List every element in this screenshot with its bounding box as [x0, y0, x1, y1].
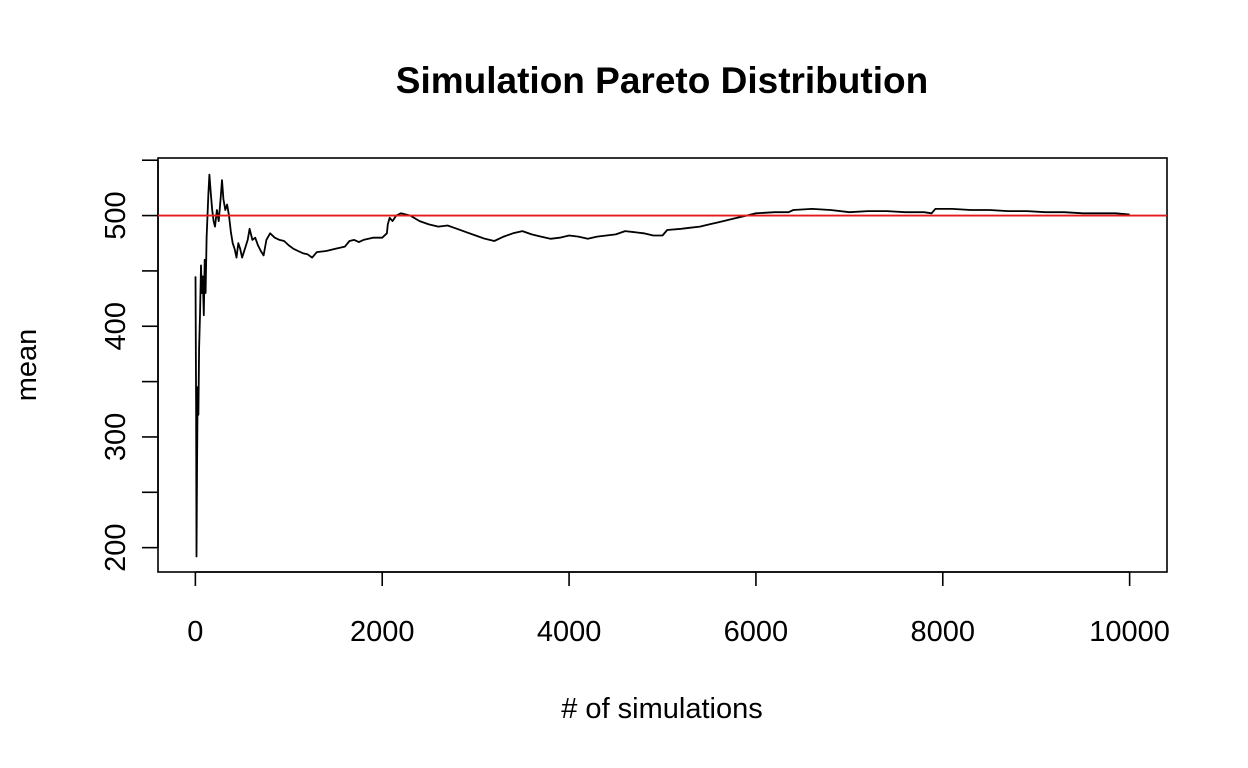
y-tick-label: 500	[100, 191, 132, 239]
y-axis-label: mean	[11, 329, 43, 402]
series-layer	[158, 173, 1167, 558]
y-tick-label: 300	[100, 413, 132, 461]
x-tick-label: 10000	[1089, 616, 1170, 648]
x-tick-label: 6000	[724, 616, 789, 648]
series-line	[194, 173, 1130, 558]
plot-frame	[157, 157, 1168, 573]
x-axis: 0 2000 4000 6000 8000 10000	[187, 571, 1170, 648]
x-tick-label: 8000	[911, 616, 976, 648]
y-axis: 200 300 400 500	[100, 159, 159, 572]
x-axis-label: # of simulations	[561, 693, 763, 725]
chart-title: Simulation Pareto Distribution	[396, 60, 928, 101]
x-tick-label: 4000	[537, 616, 602, 648]
x-tick-label: 0	[187, 616, 203, 648]
y-tick-label: 400	[100, 302, 132, 350]
y-tick-label: 200	[100, 523, 132, 571]
x-tick-label: 2000	[350, 616, 415, 648]
